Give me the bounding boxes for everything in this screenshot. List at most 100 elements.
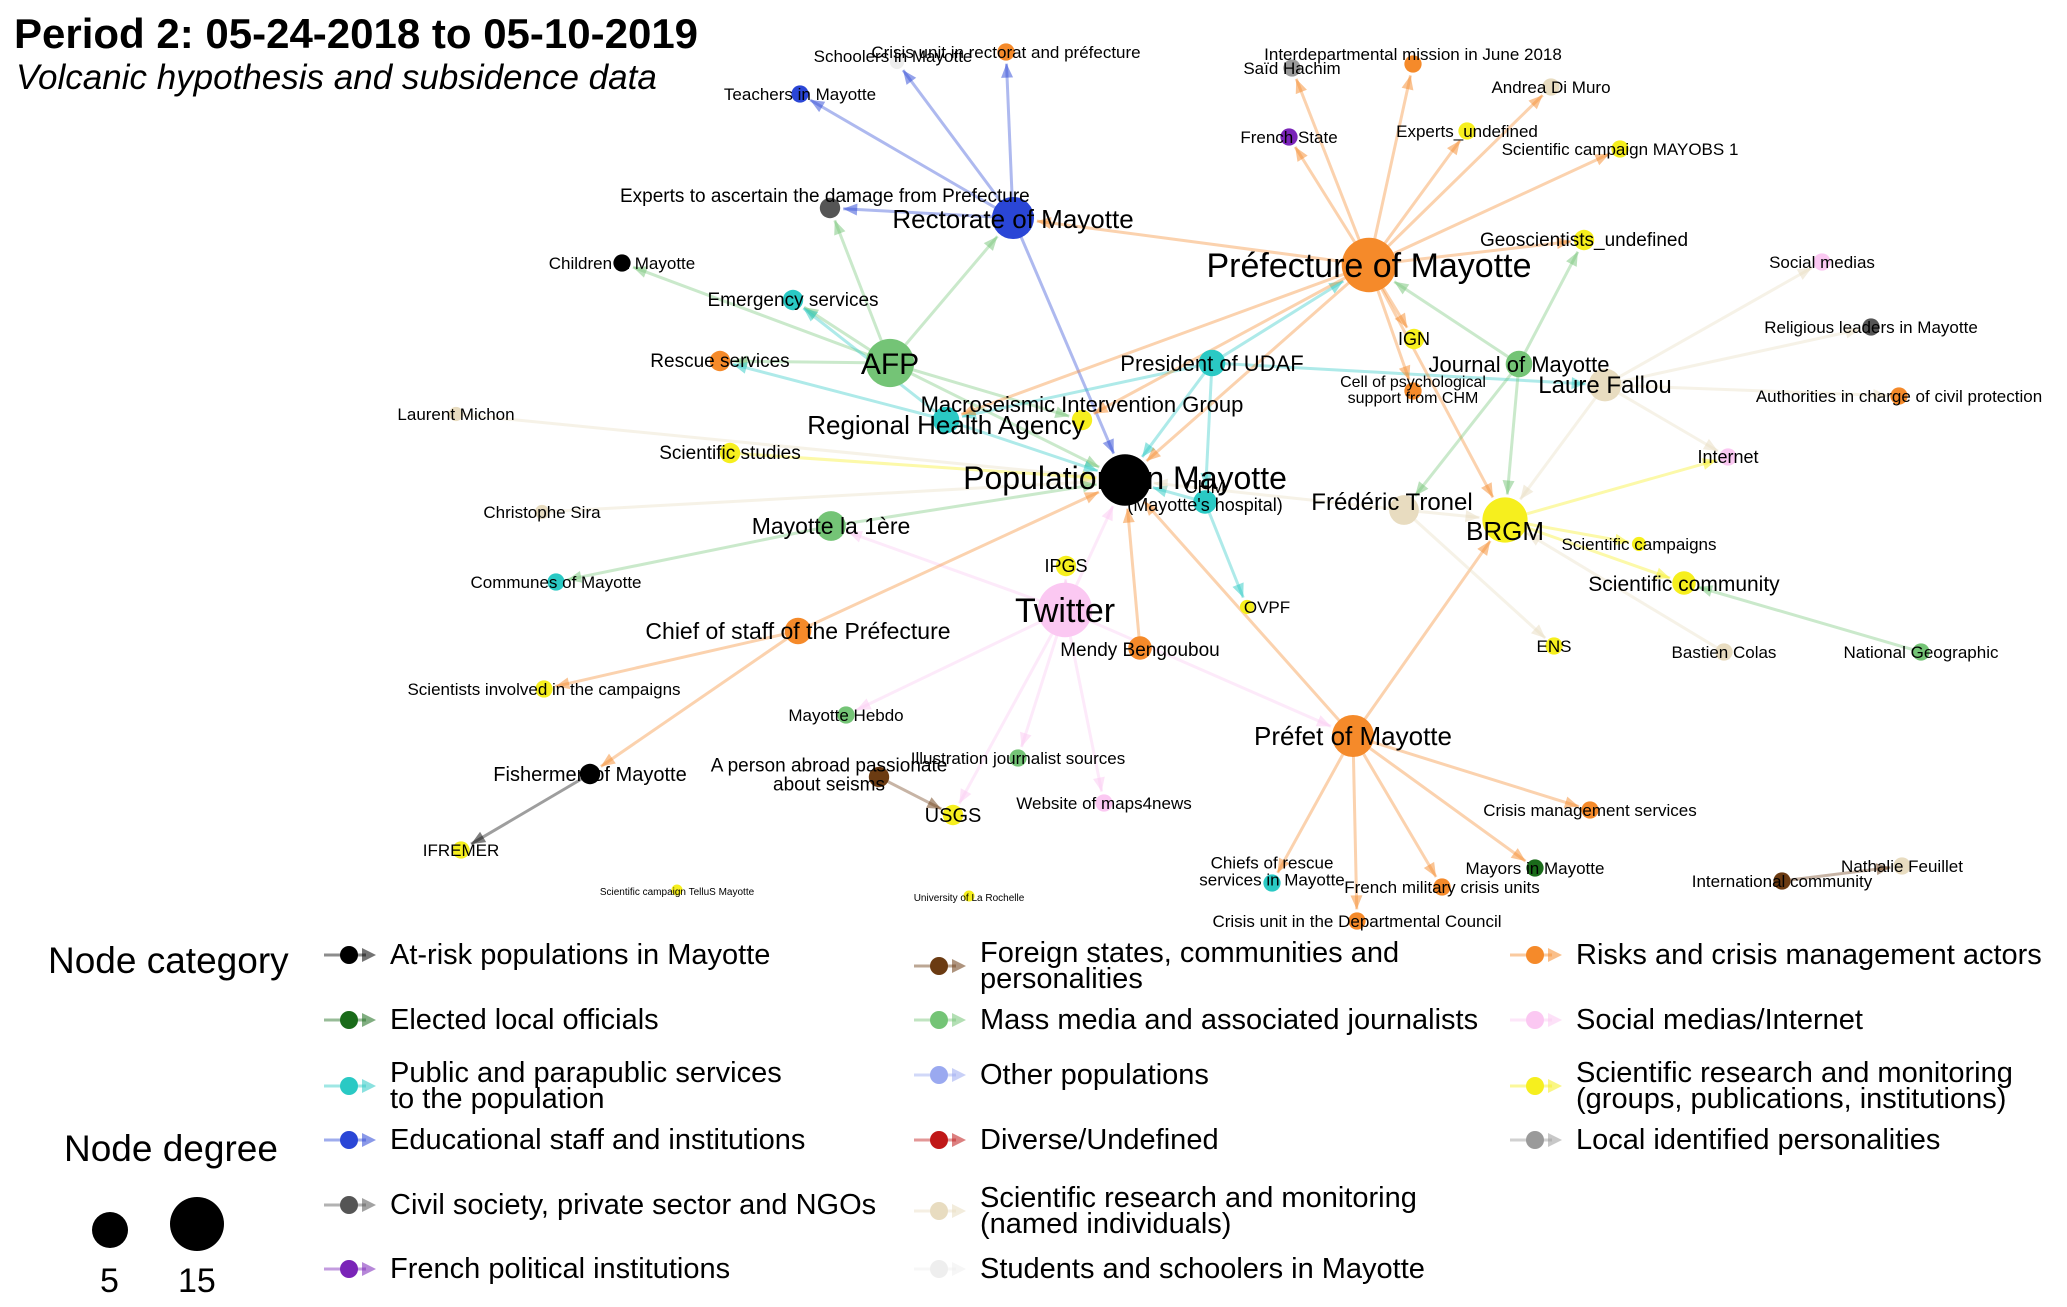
edge-brgm-scicomm xyxy=(1504,518,1671,580)
edge-arrow-tronel-brgm xyxy=(1465,510,1480,523)
edge-arrow-jmay-geosci xyxy=(1566,251,1578,267)
node-label-communes: Communes of Mayotte xyxy=(470,573,641,592)
edge-ars-popmay xyxy=(945,418,1099,473)
edge-arrow-prefet-military xyxy=(1423,861,1437,877)
edge-arrow-ars-rescue xyxy=(732,362,748,374)
node-label-feuillet: Nathalie Feuillet xyxy=(1841,857,1963,876)
node-ens xyxy=(1545,637,1563,655)
edge-mayotte1-communes xyxy=(567,524,832,582)
node-label-michon: Laurent Michon xyxy=(397,405,514,424)
node-udaf xyxy=(1198,349,1226,377)
legend-item-risk: Risks and crisis management actors xyxy=(1508,940,2042,970)
node-label-internet: Internet xyxy=(1697,447,1758,467)
node-label-expundef: Experts_undefined xyxy=(1396,122,1538,141)
node-label-illus: Illustration journalist sources xyxy=(911,749,1125,768)
node-afp xyxy=(865,338,915,388)
edge-arrow-prefecture-geosci xyxy=(1556,237,1571,250)
legend-swatch-foreign xyxy=(914,957,966,975)
node-label-larochelle: University of La Rochelle xyxy=(914,893,1025,904)
node-twitter xyxy=(1037,582,1093,638)
edge-udaf-ars xyxy=(961,361,1213,419)
edge-arrow-prefet-mayors xyxy=(1510,848,1526,862)
node-mayotte1 xyxy=(816,511,846,541)
node-label-crisisdep: Crisis unit in the Departmental Council xyxy=(1212,912,1501,931)
node-label-ars: Regional Health Agency xyxy=(807,410,1085,440)
node-cellpsy xyxy=(1404,382,1422,400)
edge-prefecture-popmay xyxy=(1145,263,1370,463)
node-label-ifremer: IFREMER xyxy=(423,841,500,860)
edge-arrow-fallou-internet xyxy=(1702,438,1718,452)
node-tellus xyxy=(671,884,683,896)
legend-swatch-otherpop xyxy=(914,1066,966,1084)
edge-colas-brgm xyxy=(1526,531,1725,654)
edge-fallou-socmed xyxy=(1604,266,1813,387)
node-label-intlcomm: International community xyxy=(1692,872,1873,891)
edge-sira-popmay xyxy=(541,480,1097,514)
node-label-colas: Bastien Colas xyxy=(1672,643,1777,662)
node-label-children: Children in Mayotte xyxy=(549,254,695,273)
node-dimuro xyxy=(1542,78,1560,96)
edge-fallou-authcp xyxy=(1604,383,1888,398)
node-label-socmed: Social medias xyxy=(1769,253,1875,272)
node-jmay xyxy=(1505,350,1533,378)
edge-rectorat-crisisrect xyxy=(1004,63,1015,219)
node-maps4news xyxy=(1095,794,1113,812)
edge-layer xyxy=(455,63,1922,910)
legend-item-atrisk: At-risk populations in Mayotte xyxy=(322,940,770,970)
node-label-popmay: Populations in Mayotte xyxy=(963,460,1287,496)
legend-label-personal: Local identified personalities xyxy=(1576,1124,1941,1156)
node-ovpf xyxy=(1239,599,1255,615)
legend-item-civil: Civil society, private sector and NGOs xyxy=(322,1190,876,1220)
edge-arrow-prefecture-macro xyxy=(1093,401,1109,414)
legend-item-students: Students and schoolers in Mayotte xyxy=(912,1254,1425,1284)
edge-arrow-udaf-fallou xyxy=(1571,377,1586,390)
edge-tronel-popmay xyxy=(1153,481,1405,512)
edge-tronel-ens xyxy=(1402,508,1547,640)
edge-arrow-twitter-hebdo xyxy=(856,698,872,710)
edge-arrow-prefecture-dimuro xyxy=(1528,95,1543,110)
node-label-fishermen: Fishermen of Mayotte xyxy=(493,764,686,786)
node-emergency xyxy=(782,289,804,311)
edge-arrow-colas-brgm xyxy=(1526,533,1543,546)
degree-large-circle xyxy=(170,1197,224,1251)
edge-arrow-prefecture-frstate xyxy=(1295,146,1308,162)
node-prefet xyxy=(1331,714,1375,758)
node-tronel xyxy=(1389,495,1419,525)
node-crisismgmt xyxy=(1581,801,1599,819)
legend-swatch-edu xyxy=(324,1131,376,1149)
edge-prefet-chiefsrescue xyxy=(1276,735,1355,874)
edge-prefecture-ars xyxy=(960,263,1370,416)
node-abroad xyxy=(868,766,890,788)
legend-item-otherpop: Other populations xyxy=(912,1060,1209,1090)
node-prefecture xyxy=(1341,237,1397,293)
edge-afp-children xyxy=(632,265,891,365)
node-macro xyxy=(1071,409,1093,431)
node-label-twitter: Twitter xyxy=(1015,592,1115,630)
node-label-jmay: Journal of Mayotte xyxy=(1429,352,1610,377)
edge-arrow-fishermen-ifremer xyxy=(471,831,487,845)
edge-fishermen-ifremer xyxy=(470,772,591,846)
edge-afp-macro xyxy=(889,361,1070,418)
node-label-usgs: USGS xyxy=(925,805,982,827)
edge-udaf-prefecture xyxy=(1211,279,1345,365)
edge-chief-popmay xyxy=(797,490,1100,633)
node-label-hachim: Saïd Hachim xyxy=(1243,59,1340,78)
node-schoolers xyxy=(889,54,905,70)
node-scinvolved xyxy=(535,680,553,698)
edge-prefet-crisismgmt xyxy=(1352,734,1580,808)
edge-jmay-brgm xyxy=(1505,363,1521,495)
node-hebdo xyxy=(837,706,855,724)
node-illus xyxy=(1009,749,1027,767)
node-label-rescue: Rescue services xyxy=(650,351,789,372)
node-label-natgeo: National Geographic xyxy=(1844,643,1999,662)
node-ifremer xyxy=(452,841,470,859)
node-label-scicamp: Scientific campaigns xyxy=(1562,535,1717,554)
node-feuillet xyxy=(1893,857,1911,875)
legend-label-diverse: Diverse/Undefined xyxy=(980,1124,1219,1156)
legend-label-public: Public and parapublic services to the po… xyxy=(390,1057,782,1115)
edge-arrow-ars-popmay xyxy=(1082,460,1098,473)
edge-arrow-prefecture-cellpsy xyxy=(1398,364,1411,381)
graph-title: Period 2: 05-24-2018 to 05-10-2019 xyxy=(14,10,699,57)
node-label-rectorat: Rectorate of Mayotte xyxy=(892,204,1133,234)
node-scicamp xyxy=(1631,536,1647,552)
